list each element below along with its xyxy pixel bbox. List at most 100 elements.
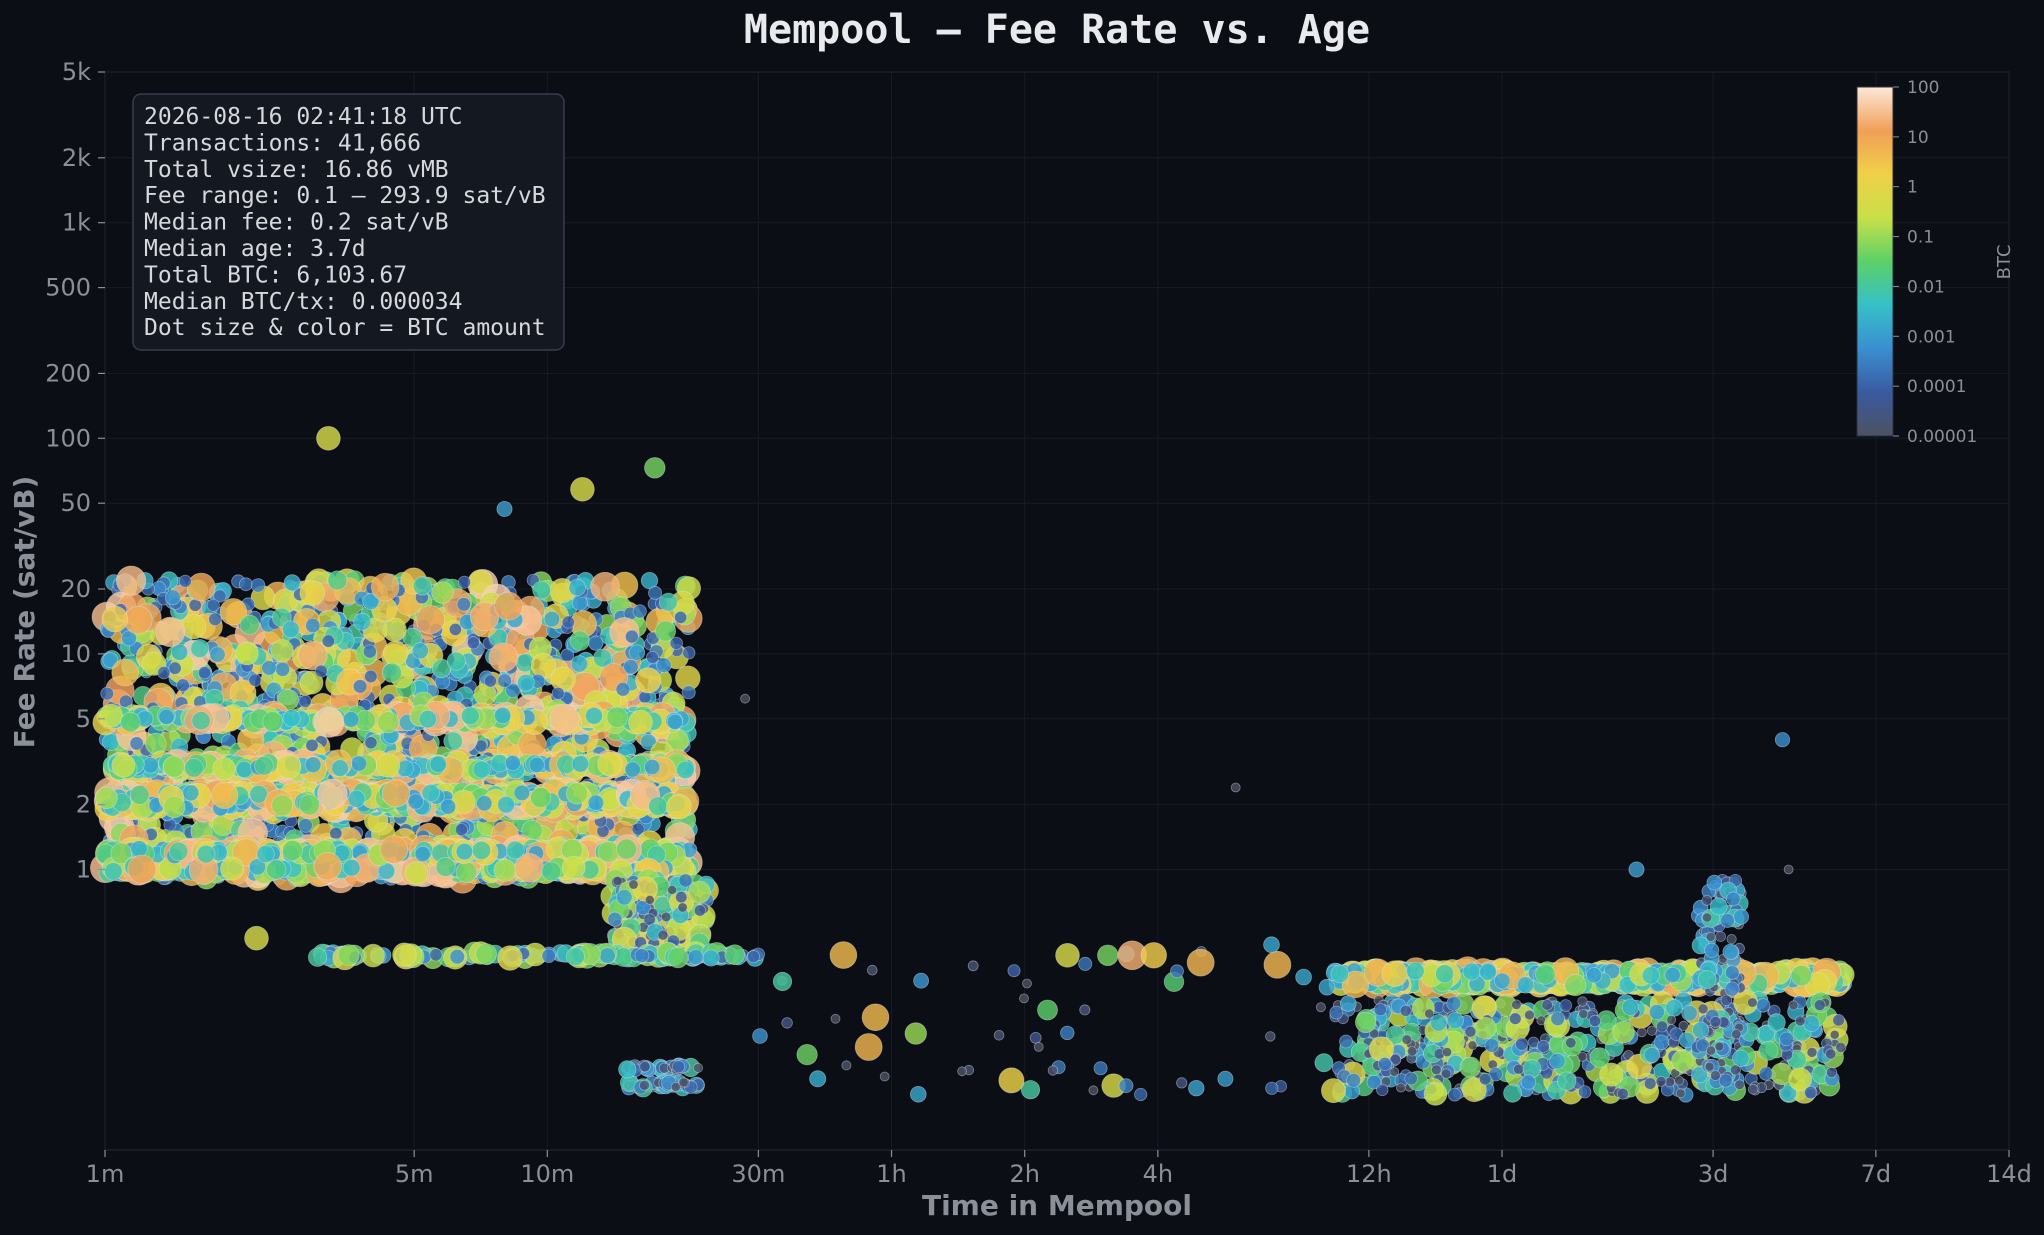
data-point xyxy=(1559,999,1572,1012)
data-point xyxy=(688,880,711,904)
data-point xyxy=(1446,996,1462,1012)
data-point xyxy=(659,592,678,612)
data-point xyxy=(235,760,253,779)
data-point xyxy=(1832,1014,1845,1027)
data-point xyxy=(724,944,745,965)
data-point xyxy=(158,708,175,726)
data-point xyxy=(1755,998,1771,1013)
data-point xyxy=(1564,973,1587,997)
data-point xyxy=(1340,995,1357,1012)
data-point xyxy=(681,685,696,700)
data-point xyxy=(471,840,492,861)
data-point xyxy=(1648,1004,1665,1021)
data-point xyxy=(1446,1011,1464,1030)
data-point xyxy=(1643,1046,1661,1064)
data-point xyxy=(1636,1027,1647,1038)
data-point xyxy=(561,615,575,629)
data-point xyxy=(1806,1047,1818,1058)
data-point xyxy=(124,605,153,635)
data-point xyxy=(585,706,603,725)
data-point xyxy=(593,648,613,668)
data-point xyxy=(550,666,576,692)
data-point xyxy=(541,861,562,882)
data-point xyxy=(129,785,150,805)
data-point xyxy=(644,895,655,905)
data-point xyxy=(628,644,646,661)
data-point xyxy=(1589,1047,1610,1068)
data-point xyxy=(693,1062,704,1073)
data-point xyxy=(313,852,342,881)
data-points xyxy=(90,425,1855,1106)
data-point xyxy=(513,784,531,802)
data-point xyxy=(682,646,696,660)
data-point xyxy=(1459,1056,1482,1078)
data-point xyxy=(456,597,472,612)
data-point xyxy=(588,635,604,651)
data-point xyxy=(616,889,633,906)
data-point xyxy=(551,686,565,700)
data-point xyxy=(317,778,348,810)
data-point xyxy=(494,706,512,725)
data-point xyxy=(1835,1041,1847,1053)
data-point xyxy=(624,761,641,778)
data-point xyxy=(1396,1082,1406,1093)
data-point xyxy=(362,644,377,659)
data-point xyxy=(541,948,557,964)
data-point xyxy=(666,793,692,820)
data-point xyxy=(687,949,704,966)
data-point xyxy=(660,911,672,923)
data-point xyxy=(672,1060,686,1074)
data-point xyxy=(418,710,438,729)
data-point xyxy=(1612,1020,1635,1044)
data-point xyxy=(1732,1049,1750,1068)
data-point xyxy=(618,1060,637,1079)
data-point xyxy=(187,572,216,602)
data-point xyxy=(543,610,561,628)
data-point xyxy=(1524,1009,1535,1021)
data-point xyxy=(587,794,605,812)
data-point xyxy=(628,879,639,890)
data-point xyxy=(95,786,118,810)
data-point xyxy=(570,655,589,673)
data-point xyxy=(1517,976,1535,994)
data-point xyxy=(1671,1049,1694,1073)
data-point xyxy=(560,648,575,662)
data-point xyxy=(455,842,474,861)
data-point xyxy=(1354,1011,1377,1034)
data-point xyxy=(472,760,491,779)
data-point xyxy=(616,838,638,860)
data-point xyxy=(1655,1075,1667,1087)
data-point xyxy=(1794,1015,1806,1027)
data-point xyxy=(1758,1040,1779,1061)
data-point xyxy=(623,659,639,675)
data-point xyxy=(448,622,462,636)
data-point xyxy=(305,617,321,634)
data-point xyxy=(282,620,300,639)
data-point xyxy=(101,605,129,633)
data-point xyxy=(127,854,157,884)
data-point xyxy=(497,673,512,688)
data-point xyxy=(1435,964,1455,984)
data-point xyxy=(677,902,688,913)
data-point xyxy=(1578,1085,1592,1099)
data-point xyxy=(404,861,429,885)
data-point xyxy=(1493,972,1511,990)
data-point xyxy=(675,891,688,904)
data-point xyxy=(1541,999,1553,1011)
data-point xyxy=(1825,1048,1837,1060)
data-point xyxy=(212,757,236,781)
data-point xyxy=(606,706,628,728)
data-point xyxy=(353,612,372,631)
data-point xyxy=(532,580,552,600)
data-point xyxy=(1779,1031,1794,1047)
data-point xyxy=(337,944,360,966)
data-point xyxy=(528,756,546,774)
data-point xyxy=(1675,1088,1686,1099)
data-point xyxy=(209,646,226,663)
data-point xyxy=(1641,966,1661,985)
data-point xyxy=(488,642,519,673)
data-point xyxy=(1803,1015,1821,1033)
data-point xyxy=(1653,1034,1670,1051)
data-point xyxy=(449,949,466,965)
